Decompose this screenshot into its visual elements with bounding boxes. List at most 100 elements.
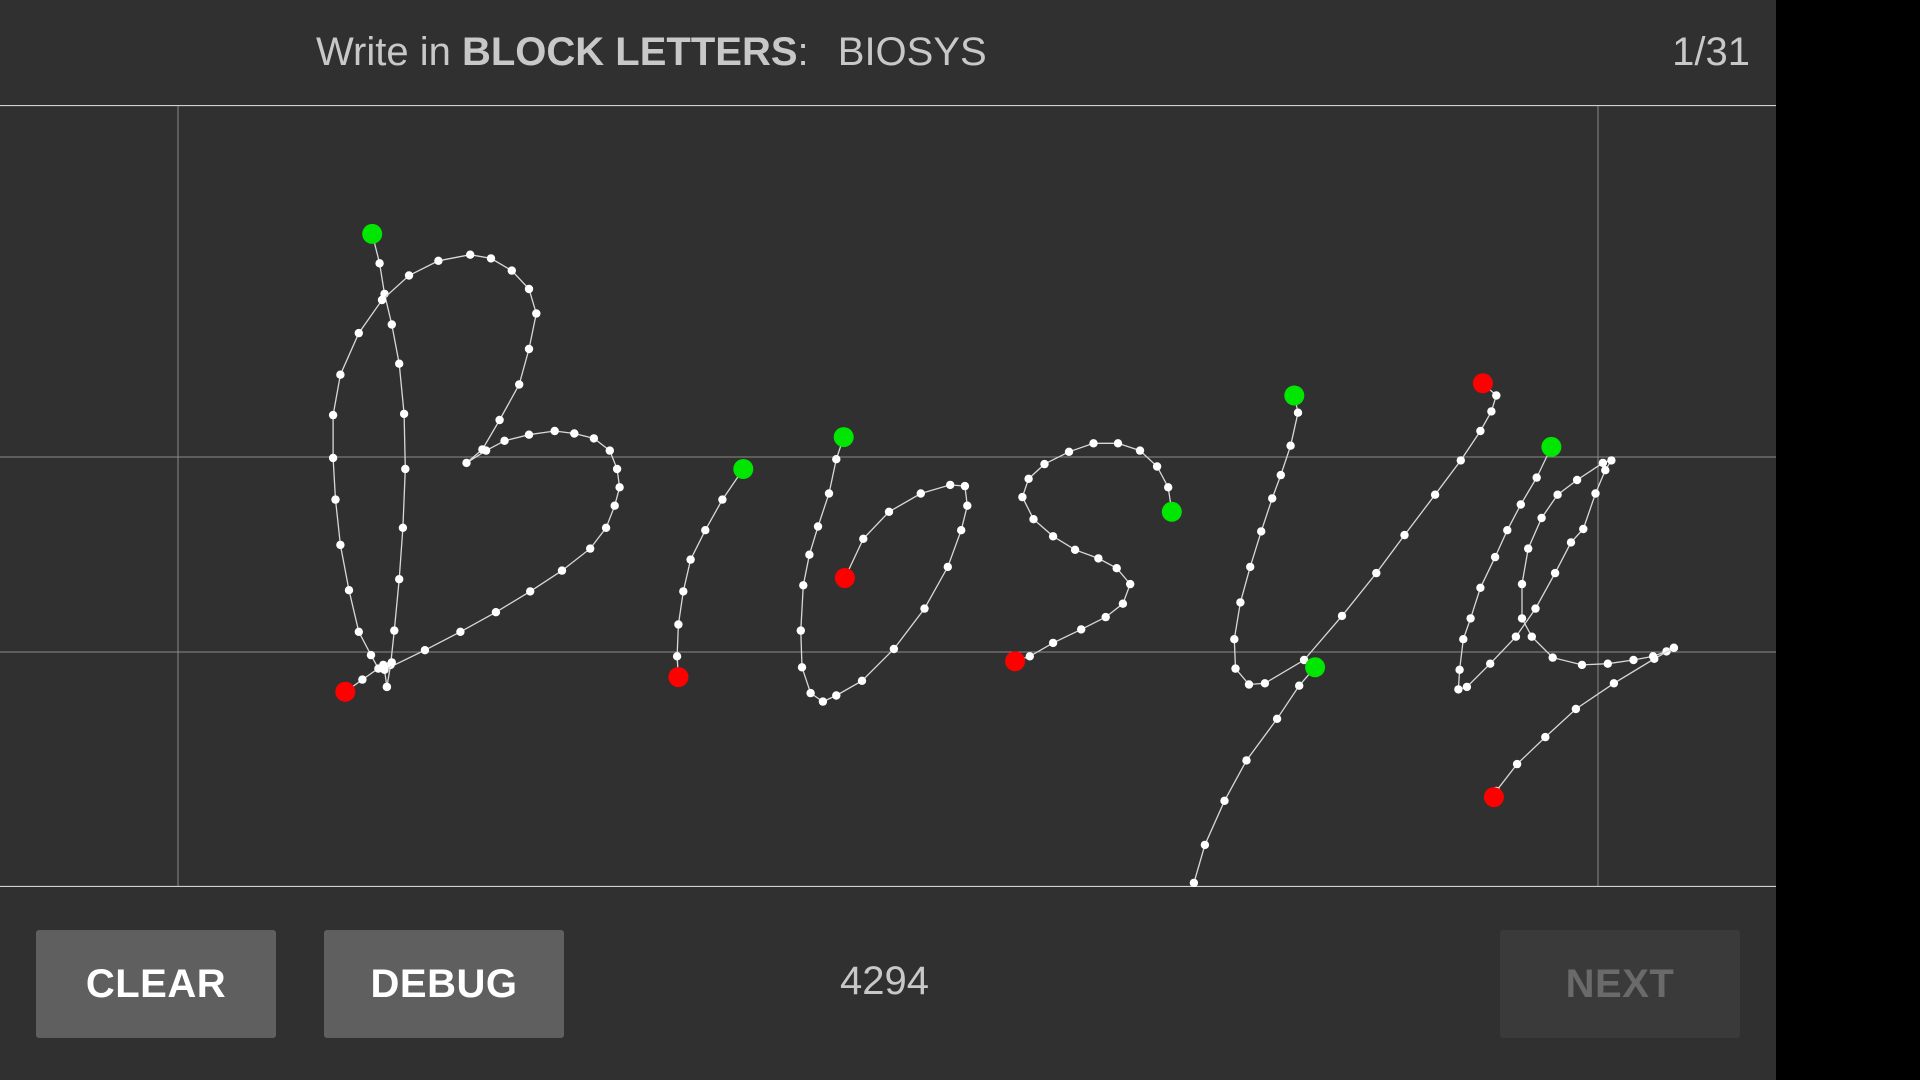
ink-point <box>605 446 614 455</box>
ink-point <box>1242 756 1251 765</box>
ink-point <box>799 581 808 590</box>
canvas-border-lines <box>0 105 1776 887</box>
ink-point <box>957 526 966 535</box>
stroke-tail <box>1493 647 1675 798</box>
ink-point <box>1524 544 1533 553</box>
ink-point <box>615 483 624 492</box>
ink-point <box>1018 492 1027 502</box>
ink-point <box>1537 513 1546 523</box>
ink-point <box>390 626 399 635</box>
writing-prompt: Write in BLOCK LETTERS: BIOSYS <box>316 30 987 75</box>
progress-counter: 1/31 <box>1672 30 1750 74</box>
ink-point <box>550 426 559 436</box>
ink-point <box>1220 796 1229 805</box>
debug-button[interactable]: DEBUG <box>324 930 564 1038</box>
ink-point <box>1566 538 1576 547</box>
ink-point <box>328 410 338 420</box>
ink-point <box>375 259 384 268</box>
ink-point <box>1135 446 1145 455</box>
ink-point <box>1490 552 1500 562</box>
ink-point <box>328 453 338 463</box>
ink-point <box>380 665 389 674</box>
writing-canvas[interactable] <box>0 105 1776 887</box>
ink-point <box>1466 614 1475 623</box>
ink-point <box>1548 653 1557 662</box>
ink-point <box>1189 878 1199 887</box>
ink-point <box>404 271 414 280</box>
ink-point <box>1517 579 1527 589</box>
ink-point <box>354 328 363 338</box>
ink-point <box>1070 545 1080 554</box>
ink-point <box>491 608 501 617</box>
ink-point <box>354 627 363 636</box>
stroke-o <box>800 436 968 703</box>
ink-point <box>960 481 970 491</box>
stroke-b-stem <box>371 233 406 688</box>
ink-point <box>1516 500 1526 509</box>
next-button[interactable]: NEXT <box>1500 930 1740 1038</box>
ink-point <box>813 522 823 531</box>
ink-point <box>399 409 409 419</box>
ink-point <box>586 544 595 553</box>
stroke-end-marker <box>1472 373 1493 394</box>
stroke-start-marker <box>733 459 754 479</box>
ink-point <box>672 652 682 661</box>
ink-point <box>395 575 404 584</box>
ink-point <box>336 540 345 550</box>
ink-point <box>1487 407 1496 416</box>
ink-point <box>1591 489 1600 498</box>
ink-point <box>1579 524 1588 534</box>
ink-point <box>1492 391 1501 400</box>
ink-point <box>382 682 392 692</box>
ink-point <box>946 480 955 490</box>
ink-point <box>1511 632 1521 641</box>
stroke-start-marker <box>1541 436 1562 457</box>
ink-point <box>1455 665 1464 674</box>
ink-point <box>462 458 471 468</box>
ink-point <box>1541 732 1550 742</box>
ink-point <box>1295 681 1304 690</box>
ink-point <box>526 587 535 596</box>
ink-point <box>701 526 710 535</box>
ink-point <box>612 464 622 474</box>
stroke-end-marker <box>668 667 689 688</box>
ink-point <box>1040 459 1049 469</box>
ink-point <box>1268 494 1277 503</box>
ink-point <box>1572 475 1582 485</box>
ink-point <box>524 430 534 439</box>
ink-point <box>1476 583 1485 592</box>
ink-point <box>859 534 868 543</box>
ink-point <box>1118 599 1128 608</box>
ink-point <box>1456 456 1466 465</box>
stroke-start-marker <box>1161 501 1182 522</box>
ink-point <box>1598 458 1608 468</box>
ink-point <box>1527 632 1537 641</box>
ink-point <box>1459 635 1468 644</box>
handwriting-app: Write in BLOCK LETTERS: BIOSYS 1/31 CLEA… <box>0 0 1776 1080</box>
stroke-end-marker <box>834 568 855 588</box>
ink-point <box>1164 483 1173 492</box>
ink-point <box>889 644 899 654</box>
ink-point <box>1486 659 1495 668</box>
stroke-y1-tail <box>1193 666 1316 884</box>
ink-point <box>1260 679 1270 688</box>
stroke-end-marker <box>335 681 356 702</box>
ink-point <box>401 464 410 474</box>
ink-point <box>1286 441 1295 450</box>
ink-point <box>805 550 814 559</box>
ink-point <box>1113 439 1123 448</box>
target-word: BIOSYS <box>837 30 987 74</box>
ink-point <box>1024 474 1033 483</box>
stroke-s2 <box>1457 446 1675 691</box>
ink-point <box>1244 680 1254 689</box>
ink-point <box>1532 473 1541 482</box>
ink-point <box>1077 625 1086 634</box>
ink-point <box>1372 568 1381 578</box>
ink-point <box>1454 685 1463 694</box>
ink-point <box>1650 654 1659 663</box>
stroke-y1 <box>1233 382 1498 686</box>
ink-point <box>832 691 841 700</box>
ink-point <box>486 254 496 263</box>
ink-point <box>1669 643 1679 652</box>
clear-button[interactable]: CLEAR <box>36 930 276 1038</box>
